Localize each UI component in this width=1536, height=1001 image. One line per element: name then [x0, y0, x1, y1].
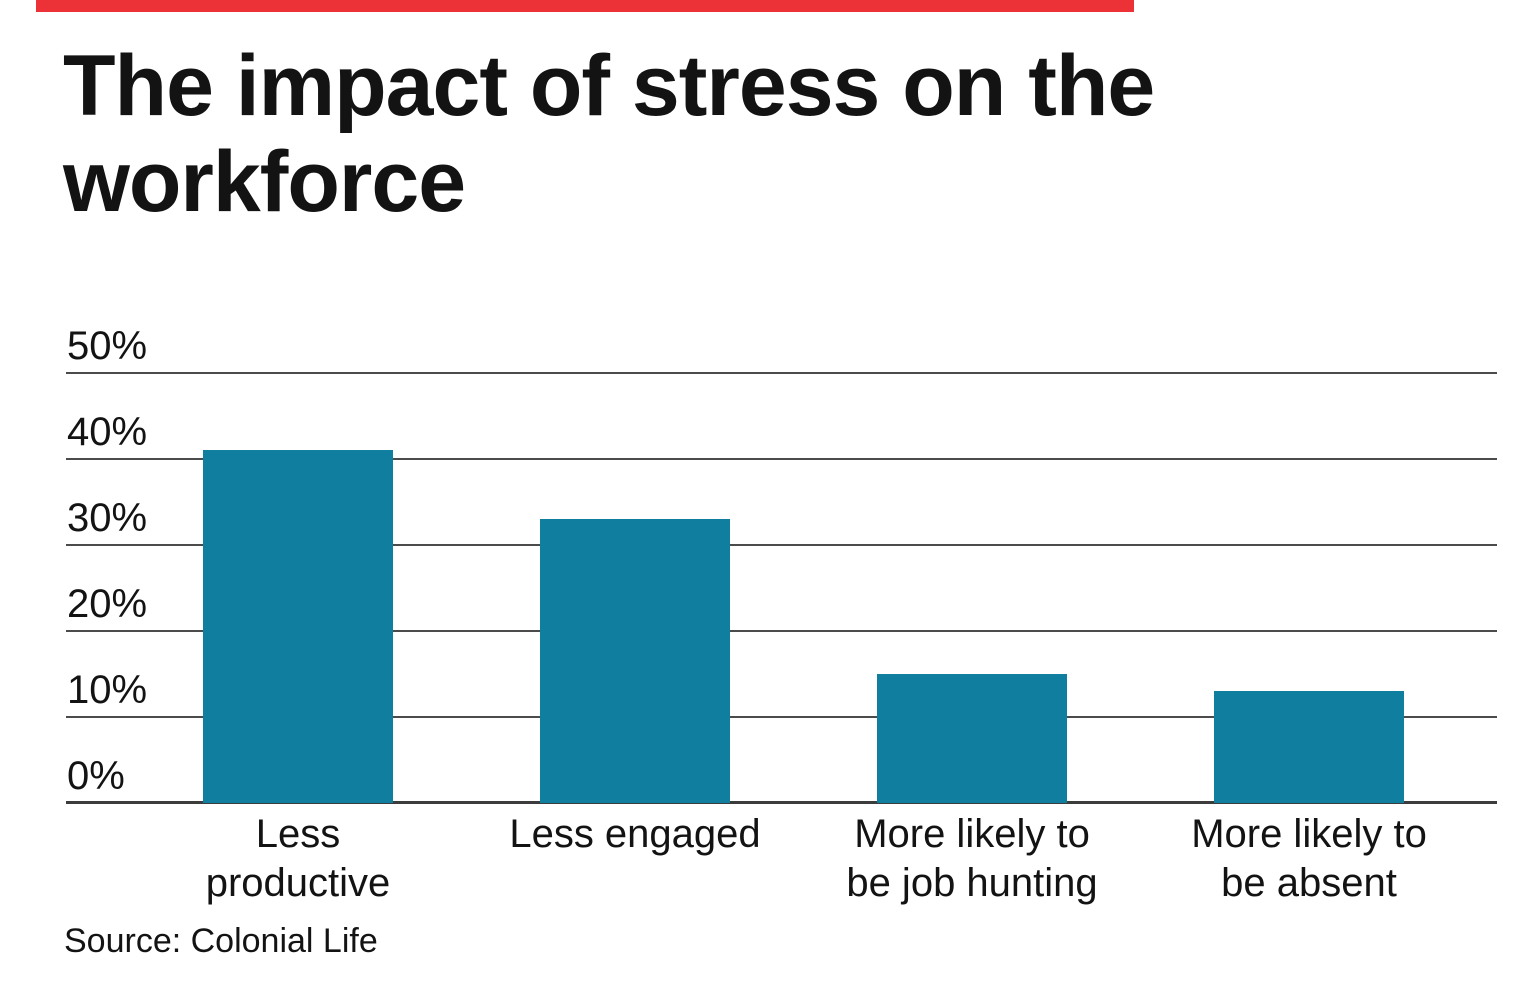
y-tick-label-40: 40% — [67, 410, 148, 454]
source-note: Source: Colonial Life — [64, 922, 378, 960]
gridline-40 — [66, 458, 1497, 460]
y-tick-label-20: 20% — [67, 582, 148, 626]
x-label-less-productive: Less productive — [205, 812, 391, 905]
y-tick-label-30: 30% — [67, 496, 148, 540]
bar-less-productive — [203, 450, 393, 803]
x-label-more-likely-to-be-absent: More likely to be absent — [1191, 812, 1427, 905]
bar-more-likely-to-be-absent — [1214, 691, 1404, 803]
chart-title: The impact of stress on the workforce — [63, 38, 1155, 230]
gridline-30 — [66, 544, 1497, 546]
bar-less-engaged — [540, 519, 730, 803]
x-label-more-likely-to-be-job-hunting: More likely to be job hunting — [846, 812, 1098, 905]
y-tick-label-50: 50% — [67, 324, 148, 368]
y-tick-label-0: 0% — [67, 754, 125, 798]
gridline-0 — [66, 801, 1497, 804]
bar-more-likely-to-be-job-hunting — [877, 674, 1067, 803]
y-tick-label-10: 10% — [67, 668, 148, 712]
gridline-50 — [66, 372, 1497, 374]
gridline-20 — [66, 630, 1497, 632]
plot-area: 0% 10% 20% 30% 40% 50% — [66, 326, 1497, 804]
x-label-less-engaged: Less engaged — [509, 812, 761, 856]
top-accent-bar — [36, 0, 1134, 12]
gridline-10 — [66, 716, 1497, 718]
